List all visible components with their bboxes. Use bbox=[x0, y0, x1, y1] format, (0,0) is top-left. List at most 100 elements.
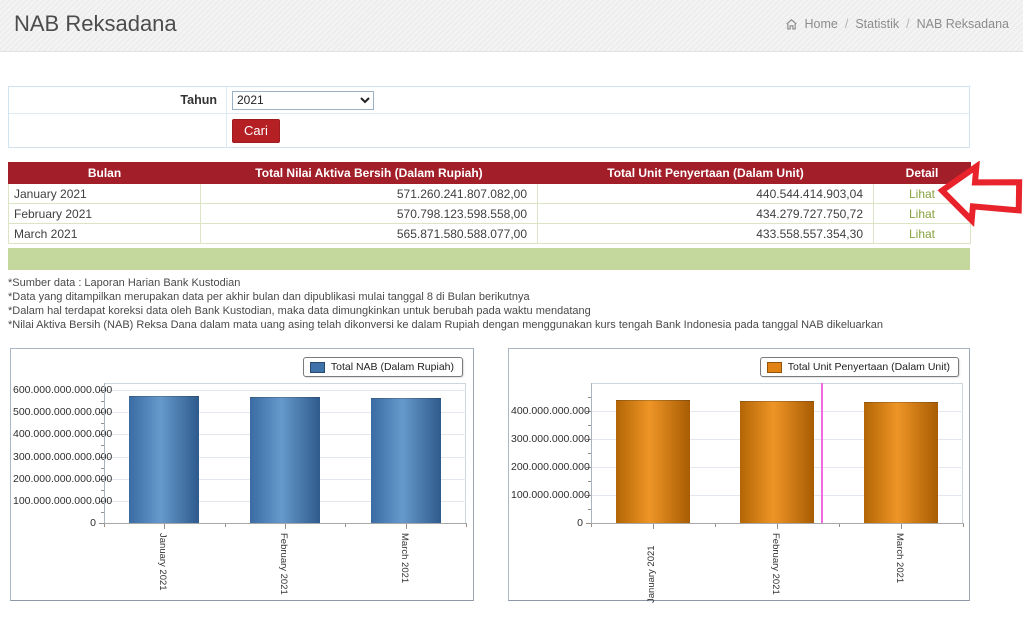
breadcrumb-home[interactable]: Home bbox=[804, 17, 838, 31]
bar-march-2021 bbox=[864, 402, 938, 523]
x-axis-boundary-tick bbox=[345, 524, 346, 527]
y-axis-minor-tick bbox=[588, 397, 591, 398]
bar-february-2021 bbox=[740, 401, 814, 523]
table-row: March 2021 565.871.580.588.077,00 433.55… bbox=[8, 223, 971, 244]
cursor-line bbox=[821, 383, 823, 523]
legend-swatch-blue bbox=[309, 361, 325, 373]
cell-detail: Lihat bbox=[873, 203, 971, 224]
cell-unit: 433.558.557.354,30 bbox=[537, 223, 874, 244]
y-axis-minor-tick bbox=[101, 401, 104, 403]
y-axis-tick bbox=[99, 500, 104, 502]
breadcrumb-current: NAB Reksadana bbox=[916, 17, 1009, 31]
search-field-cell: Cari bbox=[227, 114, 969, 147]
filter-panel: Tahun 2021 Cari bbox=[8, 86, 970, 148]
year-field-cell: 2021 bbox=[227, 87, 969, 113]
table-footer-bar bbox=[8, 248, 970, 270]
y-axis-tick bbox=[586, 439, 591, 440]
header-bulan: Bulan bbox=[8, 162, 201, 184]
table-header-row: Bulan Total Nilai Aktiva Bersih (Dalam R… bbox=[8, 162, 971, 184]
x-axis-boundary-tick bbox=[104, 524, 105, 527]
table-row: January 2021 571.260.241.807.082,00 440.… bbox=[8, 183, 971, 204]
year-select[interactable]: 2021 bbox=[232, 90, 374, 110]
x-axis-boundary-tick bbox=[715, 524, 716, 527]
legend-swatch-orange bbox=[766, 361, 782, 373]
header-detail: Detail bbox=[873, 162, 971, 184]
legend-label: Total NAB (Dalam Rupiah) bbox=[330, 361, 454, 373]
header-unit: Total Unit Penyertaan (Dalam Unit) bbox=[537, 162, 874, 184]
x-axis-boundary-tick bbox=[839, 524, 840, 527]
y-axis-tick bbox=[586, 495, 591, 496]
table-row: February 2021 570.798.123.598.558,00 434… bbox=[8, 203, 971, 224]
y-axis-minor-tick bbox=[588, 425, 591, 426]
search-label-cell bbox=[9, 114, 227, 147]
plot-area bbox=[104, 383, 466, 523]
x-axis-boundary-tick bbox=[466, 524, 467, 527]
y-axis-label: 0 bbox=[577, 517, 583, 529]
y-axis-minor-tick bbox=[588, 453, 591, 454]
y-axis-label: 300.000.000.000 bbox=[511, 433, 590, 445]
bar-january-2021 bbox=[129, 396, 199, 523]
x-axis-label: February 2021 bbox=[278, 533, 289, 595]
cari-button[interactable]: Cari bbox=[232, 118, 280, 143]
y-axis-label: 0 bbox=[90, 517, 96, 529]
chart-total-unit: Total Unit Penyertaan (Dalam Unit) 0 100.… bbox=[508, 348, 970, 603]
bar-january-2021 bbox=[616, 400, 690, 523]
breadcrumb-separator: / bbox=[906, 17, 910, 31]
cell-unit: 434.279.727.750,72 bbox=[537, 203, 874, 224]
breadcrumb-separator: / bbox=[844, 17, 849, 31]
y-axis-tick bbox=[99, 456, 104, 458]
y-axis-minor-tick bbox=[101, 423, 104, 425]
year-label-cell: Tahun bbox=[9, 87, 227, 113]
x-axis-label: January 2021 bbox=[157, 533, 168, 591]
chart-legend: Total NAB (Dalam Rupiah) bbox=[302, 357, 463, 377]
breadcrumb-statistik[interactable]: Statistik bbox=[855, 17, 900, 31]
cell-detail: Lihat bbox=[873, 183, 971, 204]
cell-nab: 571.260.241.807.082,00 bbox=[200, 183, 538, 204]
breadcrumb: Home / Statistik / NAB Reksadana bbox=[785, 17, 1009, 31]
year-label: Tahun bbox=[180, 93, 217, 107]
page-title: NAB Reksadana bbox=[14, 11, 177, 36]
y-axis-label: 100.000.000.000.000 bbox=[13, 494, 113, 507]
y-axis-tick bbox=[586, 467, 591, 468]
footnote-line: *Data yang ditampilkan merupakan data pe… bbox=[8, 291, 530, 303]
y-axis-label: 400.000.000.000.000 bbox=[13, 428, 113, 441]
lihat-link[interactable]: Lihat bbox=[908, 186, 936, 201]
home-icon bbox=[785, 18, 797, 30]
filter-row-search: Cari bbox=[9, 114, 969, 147]
cell-unit: 440.544.414.903,04 bbox=[537, 183, 874, 204]
bar-march-2021 bbox=[371, 398, 441, 523]
y-axis-minor-tick bbox=[101, 467, 104, 469]
lihat-link[interactable]: Lihat bbox=[908, 206, 936, 221]
chart-legend: Total Unit Penyertaan (Dalam Unit) bbox=[759, 357, 959, 377]
footnote-line: *Nilai Aktiva Bersih (NAB) Reksa Dana da… bbox=[8, 319, 884, 331]
footnote-line: *Sumber data : Laporan Harian Bank Kusto… bbox=[8, 277, 241, 289]
x-axis-boundary-tick bbox=[225, 524, 226, 527]
x-axis-label: February 2021 bbox=[770, 533, 781, 595]
x-axis-label: March 2021 bbox=[399, 533, 410, 584]
y-axis-tick bbox=[99, 523, 104, 524]
footnote-line: *Dalam hal terdapat koreksi data oleh Ba… bbox=[8, 305, 591, 317]
x-axis-tick bbox=[901, 524, 902, 529]
x-axis-boundary-tick bbox=[963, 524, 964, 527]
cell-nab: 565.871.580.588.077,00 bbox=[200, 223, 538, 244]
y-axis-minor-tick bbox=[101, 489, 104, 491]
y-axis-tick bbox=[99, 390, 104, 392]
cell-month: January 2021 bbox=[8, 183, 201, 204]
filter-row-year: Tahun 2021 bbox=[9, 87, 969, 114]
y-axis-label: 200.000.000.000.000 bbox=[13, 472, 113, 485]
x-axis-line bbox=[104, 523, 467, 524]
plot-area bbox=[591, 383, 963, 523]
y-axis-tick bbox=[586, 523, 591, 524]
y-axis-minor-tick bbox=[101, 445, 104, 447]
x-axis-line bbox=[591, 523, 964, 524]
nab-table: Bulan Total Nilai Aktiva Bersih (Dalam R… bbox=[8, 162, 971, 244]
lihat-link[interactable]: Lihat bbox=[908, 226, 936, 241]
cell-month: March 2021 bbox=[8, 223, 201, 244]
y-axis-tick bbox=[99, 434, 104, 436]
bar-february-2021 bbox=[250, 397, 320, 523]
page-header: NAB Reksadana Home / Statistik / NAB Rek… bbox=[0, 0, 1023, 52]
x-axis-tick bbox=[406, 524, 407, 529]
y-axis-tick bbox=[99, 478, 104, 480]
y-axis-label: 500.000.000.000.000 bbox=[13, 406, 113, 419]
